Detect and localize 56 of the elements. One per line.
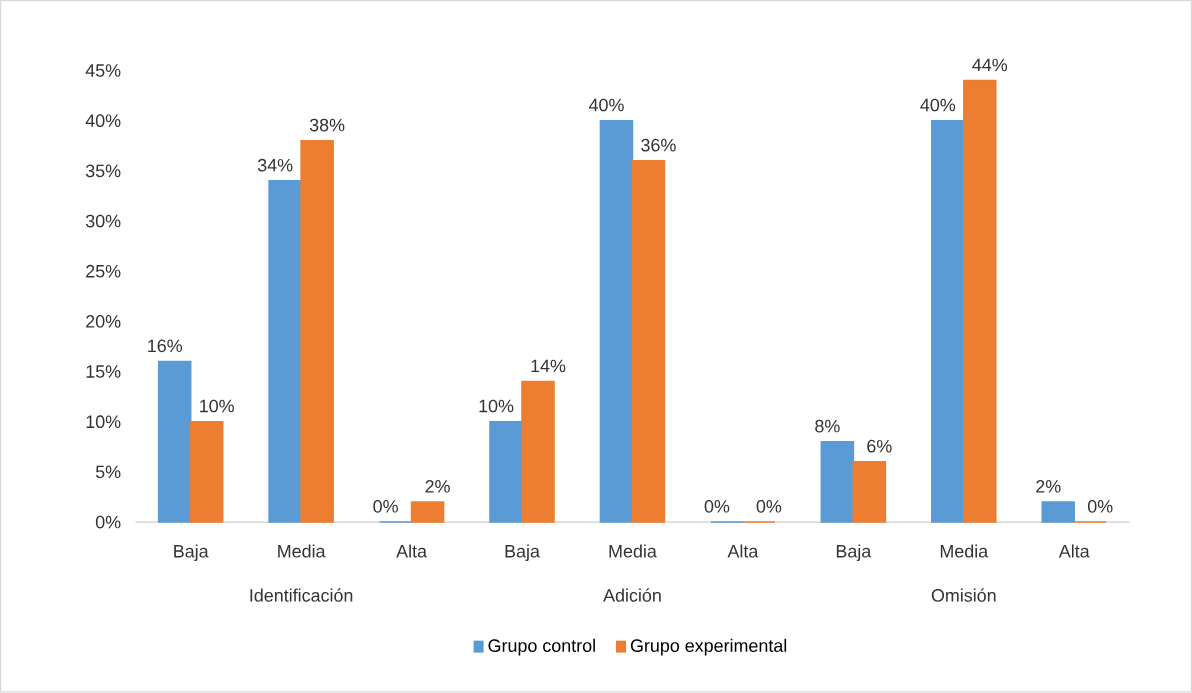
- bar: [599, 120, 634, 524]
- bar: [300, 140, 334, 524]
- y-tick-label: 30%: [85, 214, 121, 228]
- y-tick-label: 45%: [85, 64, 121, 78]
- data-label: 0%: [1087, 500, 1113, 513]
- y-tick-label: 0%: [95, 515, 121, 529]
- x-tick-label: Baja: [174, 544, 209, 562]
- bar: [931, 120, 965, 524]
- y-tick-label: 15%: [86, 365, 121, 379]
- y-tick-label: 40%: [85, 114, 121, 128]
- data-label: 6%: [867, 440, 892, 453]
- bar: [962, 80, 997, 524]
- data-label: 14%: [531, 359, 566, 373]
- data-label: 34%: [257, 159, 293, 172]
- bar: [410, 501, 445, 524]
- x-tick-label: Media: [278, 544, 326, 558]
- y-tick-label: 5%: [95, 465, 121, 479]
- bar: [489, 421, 523, 524]
- data-label: 0%: [373, 500, 398, 513]
- y-tick-label: 20%: [86, 315, 121, 328]
- bar: [268, 180, 302, 524]
- y-tick-label: 25%: [86, 265, 121, 278]
- x-tick-label: Alta: [396, 544, 427, 558]
- x-tick-label: Baja: [836, 544, 872, 562]
- x-tick-label: Alta: [1058, 544, 1090, 558]
- x-tick-label: Media: [940, 544, 989, 558]
- data-label: 8%: [815, 419, 840, 433]
- bar: [1041, 501, 1076, 524]
- data-label: 2%: [1036, 480, 1061, 493]
- x-tick-label: Media: [609, 544, 657, 558]
- data-label: 0%: [704, 500, 730, 513]
- data-label: 16%: [148, 339, 182, 353]
- x-tick-label: Baja: [505, 544, 540, 562]
- data-label: 10%: [200, 399, 234, 413]
- data-label: 40%: [588, 98, 624, 112]
- data-label: 44%: [972, 58, 1008, 72]
- bar: [852, 461, 887, 524]
- x-tick-label: Alta: [727, 544, 759, 558]
- data-label: 36%: [641, 139, 676, 152]
- data-label: 40%: [920, 98, 956, 112]
- bar: [521, 381, 555, 524]
- data-label: 38%: [309, 118, 345, 132]
- bar: [631, 160, 666, 524]
- text: Adición: [603, 588, 661, 603]
- bar: [189, 421, 224, 524]
- text: Omisión: [931, 588, 996, 603]
- y-tick-label: 35%: [85, 164, 121, 178]
- text: Identificación: [250, 588, 353, 603]
- legend-label: Grupo control: [488, 639, 595, 656]
- bar: [820, 441, 855, 524]
- data-label: 0%: [756, 500, 782, 513]
- bar: [157, 360, 192, 524]
- data-label: 2%: [425, 480, 450, 493]
- data-label: 10%: [479, 399, 514, 413]
- legend-label: Grupo experimental: [630, 639, 787, 656]
- y-tick-label: 10%: [86, 415, 121, 429]
